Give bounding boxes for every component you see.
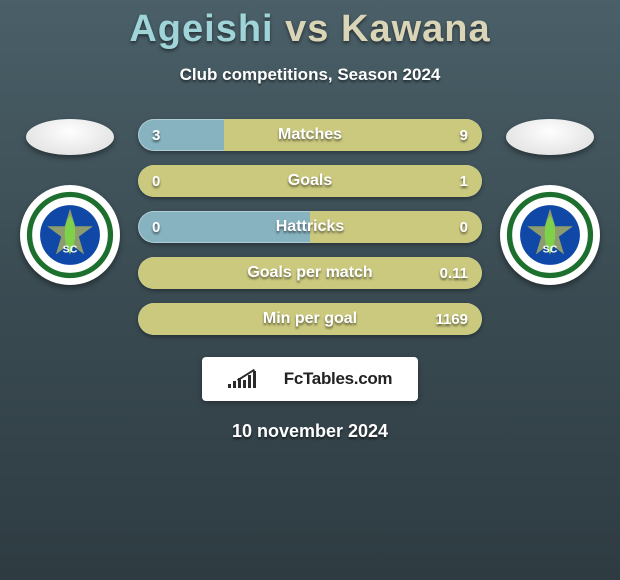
svg-text:SC: SC — [543, 244, 558, 256]
club-badge-icon: SC — [26, 191, 114, 279]
left-column: SC — [20, 119, 120, 285]
stat-label: Goals per match — [138, 264, 482, 282]
bar-icon — [248, 375, 251, 388]
stat-right-value: 0 — [432, 219, 468, 236]
player2-name: Kawana — [341, 8, 491, 50]
player1-name: Ageishi — [129, 8, 273, 50]
stat-row: 0Hattricks0 — [138, 211, 482, 243]
bar-icon — [243, 380, 246, 388]
right-column: SC — [500, 119, 600, 285]
bar-icon — [228, 384, 231, 388]
stat-right-value: 1 — [432, 173, 468, 190]
stat-label: Hattricks — [138, 218, 482, 236]
stat-label: Min per goal — [138, 310, 482, 328]
stat-rows: 3Matches90Goals10Hattricks0Goals per mat… — [138, 119, 482, 335]
bar-icon — [253, 371, 256, 388]
brand-logo[interactable]: FcTables.com — [202, 357, 418, 401]
stat-label: Matches — [138, 126, 482, 144]
stat-right-value: 1169 — [432, 311, 468, 328]
comparison-content: SC 3Matches90Goals10Hattricks0Goals per … — [0, 119, 620, 335]
player1-club-badge: SC — [20, 185, 120, 285]
bar-icon — [233, 381, 236, 388]
stat-label: Goals — [138, 172, 482, 190]
stat-row: 0Goals1 — [138, 165, 482, 197]
chart-icon — [228, 370, 278, 388]
player2-avatar — [506, 119, 594, 155]
player1-avatar — [26, 119, 114, 155]
club-badge-icon: SC — [506, 191, 594, 279]
player2-club-badge: SC — [500, 185, 600, 285]
stat-row: Goals per match0.11 — [138, 257, 482, 289]
stat-row: Min per goal1169 — [138, 303, 482, 335]
generated-date: 10 november 2024 — [0, 421, 620, 442]
competition-subtitle: Club competitions, Season 2024 — [0, 65, 620, 85]
svg-text:SC: SC — [63, 244, 78, 256]
stat-row: 3Matches9 — [138, 119, 482, 151]
brand-text: FcTables.com — [284, 369, 393, 389]
stat-right-value: 0.11 — [432, 265, 468, 282]
vs-text: vs — [285, 8, 329, 50]
stat-right-value: 9 — [432, 127, 468, 144]
comparison-title: Ageishi vs Kawana — [0, 0, 620, 51]
